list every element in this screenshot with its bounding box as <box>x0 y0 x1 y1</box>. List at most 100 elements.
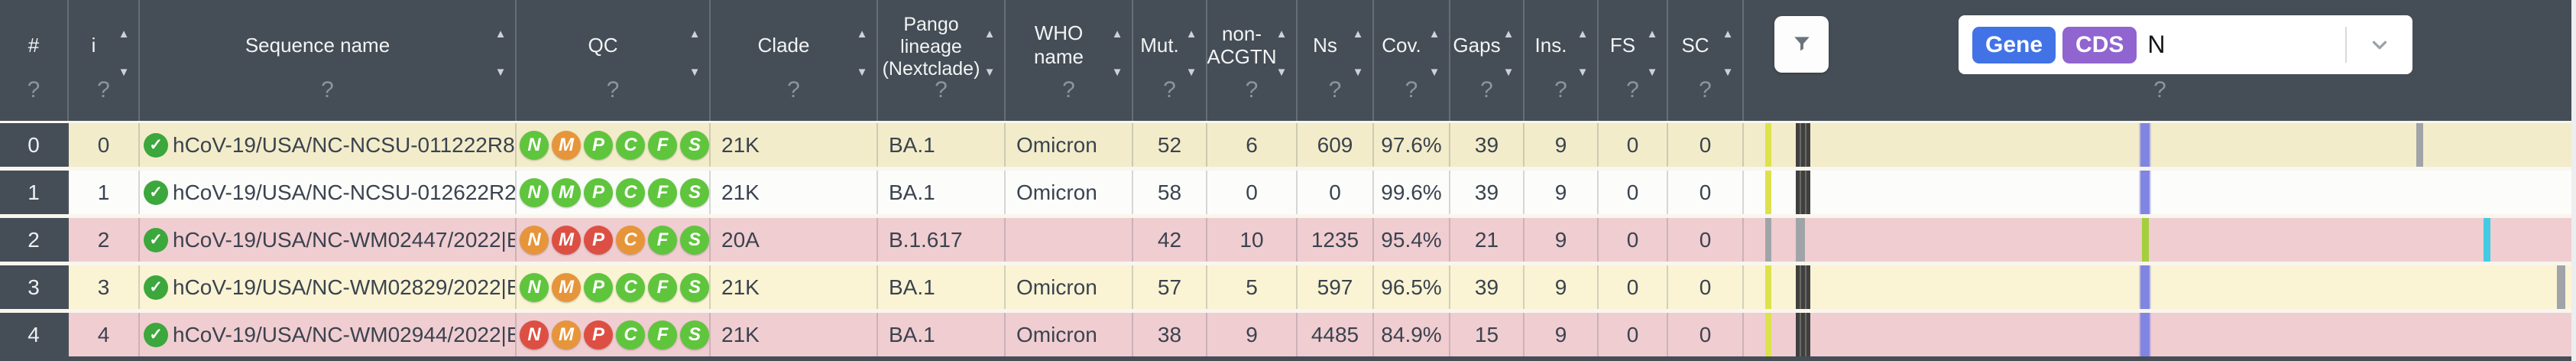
sequence-view-cell[interactable] <box>1744 218 2576 262</box>
sequence-name-cell[interactable]: ✓ hCoV-19/USA/NC-NCSU-012622R23G1 <box>140 171 517 214</box>
sort-desc-icon[interactable]: ▼ <box>1428 66 1440 79</box>
qc-circle-frameshifts[interactable]: F <box>648 130 677 160</box>
sort-desc-icon[interactable]: ▼ <box>1111 66 1123 79</box>
sequence-name-cell[interactable]: ✓ hCoV-19/USA/NC-WM02944/2022|EPI <box>140 313 517 356</box>
sort-desc-icon[interactable]: ▼ <box>1352 66 1364 79</box>
qc-circle-mutation-clusters[interactable]: C <box>616 320 645 350</box>
qc-circle-mixed-sites[interactable]: M <box>552 130 581 160</box>
column-header-stop-codons[interactable]: SC ▲ ▼ ? <box>1668 0 1744 121</box>
table-row[interactable]: 4 4 ✓ hCoV-19/USA/NC-WM02944/2022|EPI N … <box>0 313 2576 356</box>
sequence-view-cell[interactable] <box>1744 123 2576 167</box>
qc-circle-frameshifts[interactable]: F <box>648 320 677 350</box>
qc-circle-stop-codons[interactable]: S <box>680 225 709 255</box>
help-icon[interactable]: ? <box>606 77 620 102</box>
mutation-marker[interactable] <box>2142 218 2149 262</box>
qc-circle-private-mutations[interactable]: P <box>584 130 613 160</box>
sort-desc-icon[interactable]: ▼ <box>1502 66 1515 79</box>
mutation-marker[interactable] <box>1765 313 1771 356</box>
qc-circle-private-mutations[interactable]: P <box>584 320 613 350</box>
qc-circle-frameshifts[interactable]: F <box>648 177 677 207</box>
column-header-sequence-name[interactable]: Sequence name ▲ ▼ ? <box>140 0 517 121</box>
help-icon[interactable]: ? <box>27 77 41 102</box>
qc-circle-mutation-clusters[interactable]: C <box>616 272 645 302</box>
qc-circle-stop-codons[interactable]: S <box>680 320 709 350</box>
sequence-name-cell[interactable]: ✓ hCoV-19/USA/NC-WM02447/2022|EPI <box>140 218 517 262</box>
sort-asc-icon[interactable]: ▲ <box>1275 28 1288 41</box>
mutation-marker[interactable] <box>2140 265 2150 309</box>
qc-circle-mutation-clusters[interactable]: C <box>616 130 645 160</box>
qc-circle-mixed-sites[interactable]: M <box>552 225 581 255</box>
sort-desc-icon[interactable]: ▼ <box>856 66 868 79</box>
column-header-clade[interactable]: Clade ▲ ▼ ? <box>711 0 878 121</box>
sort-asc-icon[interactable]: ▲ <box>1576 28 1589 41</box>
mutation-marker[interactable] <box>2416 123 2423 167</box>
column-header-insertions[interactable]: Ins. ▲ ▼ ? <box>1525 0 1599 121</box>
column-header-who-name[interactable]: WHO name ▲ ▼ ? <box>1006 0 1133 121</box>
sort-desc-icon[interactable]: ▼ <box>689 66 701 79</box>
qc-circle-private-mutations[interactable]: P <box>584 225 613 255</box>
qc-circle-missing-data[interactable]: N <box>520 177 549 207</box>
column-header-frameshifts[interactable]: FS ▲ ▼ ? <box>1599 0 1668 121</box>
qc-circle-missing-data[interactable]: N <box>520 320 549 350</box>
help-icon[interactable]: ? <box>1163 77 1176 102</box>
help-icon[interactable]: ? <box>2153 77 2166 102</box>
help-icon[interactable]: ? <box>1405 77 1418 102</box>
mutation-marker[interactable] <box>2484 218 2490 262</box>
sequence-view-cell[interactable] <box>1744 313 2576 356</box>
sort-desc-icon[interactable]: ▼ <box>118 66 130 79</box>
qc-circle-mixed-sites[interactable]: M <box>552 272 581 302</box>
sort-asc-icon[interactable]: ▲ <box>1428 28 1440 41</box>
mutation-marker[interactable] <box>1796 265 1810 309</box>
mutation-marker[interactable] <box>1796 313 1810 356</box>
sort-desc-icon[interactable]: ▼ <box>1275 66 1288 79</box>
qc-circle-mixed-sites[interactable]: M <box>552 177 581 207</box>
sort-desc-icon[interactable]: ▼ <box>1722 66 1734 79</box>
mutation-marker[interactable] <box>1765 123 1771 167</box>
sort-asc-icon[interactable]: ▲ <box>1111 28 1123 41</box>
qc-circle-frameshifts[interactable]: F <box>648 272 677 302</box>
help-icon[interactable]: ? <box>1245 77 1259 102</box>
qc-circle-missing-data[interactable]: N <box>520 225 549 255</box>
sort-asc-icon[interactable]: ▲ <box>1722 28 1734 41</box>
sort-asc-icon[interactable]: ▲ <box>1502 28 1515 41</box>
sort-asc-icon[interactable]: ▲ <box>1185 28 1197 41</box>
help-icon[interactable]: ? <box>97 77 110 102</box>
mutation-marker[interactable] <box>2140 123 2150 167</box>
chevron-down-icon[interactable] <box>2367 34 2393 57</box>
sort-asc-icon[interactable]: ▲ <box>689 28 701 41</box>
qc-circle-frameshifts[interactable]: F <box>648 225 677 255</box>
qc-circle-private-mutations[interactable]: P <box>584 272 613 302</box>
column-header-index[interactable]: i ▲ ▼ ? <box>69 0 140 121</box>
help-icon[interactable]: ? <box>1699 77 1712 102</box>
qc-circle-stop-codons[interactable]: S <box>680 130 709 160</box>
table-row[interactable]: 1 1 ✓ hCoV-19/USA/NC-NCSU-012622R23G1 N … <box>0 171 2576 214</box>
help-icon[interactable]: ? <box>1062 77 1075 102</box>
help-icon[interactable]: ? <box>1554 77 1567 102</box>
table-row[interactable]: 3 3 ✓ hCoV-19/USA/NC-WM02829/2022|EPI N … <box>0 265 2576 309</box>
column-header-pango-lineage[interactable]: Pango lineage (Nextclade) ▲ ▼ ? <box>878 0 1006 121</box>
qc-circle-private-mutations[interactable]: P <box>584 177 613 207</box>
sort-desc-icon[interactable]: ▼ <box>1185 66 1197 79</box>
sort-desc-icon[interactable]: ▼ <box>1576 66 1589 79</box>
sort-desc-icon[interactable]: ▼ <box>983 66 996 79</box>
column-header-coverage[interactable]: Cov. ▲ ▼ ? <box>1374 0 1450 121</box>
sort-asc-icon[interactable]: ▲ <box>1646 28 1658 41</box>
help-icon[interactable]: ? <box>787 77 800 102</box>
sort-asc-icon[interactable]: ▲ <box>856 28 868 41</box>
scrollbar-track[interactable] <box>2571 0 2576 361</box>
sort-asc-icon[interactable]: ▲ <box>494 28 507 41</box>
help-icon[interactable]: ? <box>1480 77 1493 102</box>
help-icon[interactable]: ? <box>1328 77 1342 102</box>
qc-circle-missing-data[interactable]: N <box>520 272 549 302</box>
table-row[interactable]: 2 2 ✓ hCoV-19/USA/NC-WM02447/2022|EPI N … <box>0 218 2576 262</box>
filter-button[interactable] <box>1774 16 1829 73</box>
mutation-marker[interactable] <box>2140 171 2150 214</box>
qc-circle-stop-codons[interactable]: S <box>680 272 709 302</box>
qc-circle-stop-codons[interactable]: S <box>680 177 709 207</box>
mutation-marker[interactable] <box>1765 265 1771 309</box>
sort-asc-icon[interactable]: ▲ <box>1352 28 1364 41</box>
mutation-marker[interactable] <box>1796 218 1805 262</box>
help-icon[interactable]: ? <box>935 77 948 102</box>
mutation-marker[interactable] <box>1765 171 1771 214</box>
mutation-marker[interactable] <box>1796 171 1810 214</box>
